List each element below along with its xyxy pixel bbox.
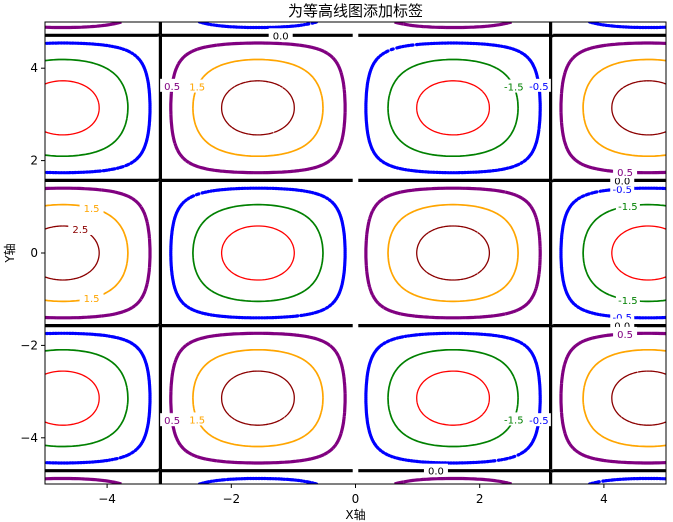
contour-label: -0.5	[529, 82, 549, 93]
contour-level-line	[45, 58, 666, 448]
contour-level-line	[45, 22, 666, 484]
contour-lines	[45, 22, 666, 484]
y-axis-label: Y轴	[2, 243, 17, 263]
contour-level-line	[45, 80, 666, 426]
contour-label: 0.0	[273, 31, 289, 42]
contour-label-bg	[79, 200, 104, 214]
contour-label: -0.5	[529, 416, 549, 427]
contour-label-bg	[501, 412, 526, 426]
x-tick-label: −2	[222, 492, 240, 506]
y-tick-label: −4	[20, 431, 38, 445]
y-tick-label: 2	[30, 154, 38, 168]
x-tick-label: 4	[600, 492, 608, 506]
contour-label: 0.5	[164, 416, 180, 427]
x-tick-label: 2	[476, 492, 484, 506]
contour-label: 0.5	[617, 168, 633, 179]
contour-label: -1.5	[504, 415, 524, 426]
x-axis-label: X轴	[345, 507, 365, 522]
contour-label-bg	[160, 413, 185, 427]
plot-frame	[44, 21, 667, 485]
contour-level-line	[45, 58, 666, 448]
contour-label-bg	[79, 291, 104, 305]
contour-label: -0.5	[612, 185, 632, 196]
contour-label-bg	[613, 326, 638, 340]
y-tick-label: 0	[30, 246, 38, 260]
contour-label-bg	[185, 79, 210, 93]
contour-label-bg	[501, 79, 526, 93]
contour-level-line	[45, 22, 666, 484]
contour-label-bg	[268, 28, 293, 42]
contour-label: -1.5	[618, 296, 638, 307]
contour-level-line	[45, 80, 666, 426]
y-tick-label: 4	[30, 61, 38, 75]
contour-label-bg	[160, 78, 185, 92]
y-tick-label: −2	[20, 338, 38, 352]
contour-labels: -1.5-1.5-1.5-1.5-0.5-0.5-0.5-0.50.00.00.…	[68, 28, 640, 478]
contour-label-bg	[185, 412, 210, 426]
x-tick-label: 0	[352, 492, 360, 506]
contour-label-bg	[613, 165, 638, 179]
contour-label-bg	[68, 221, 93, 235]
contour-label: 0.5	[617, 330, 633, 341]
contour-label: 0.5	[164, 82, 180, 93]
contour-label: 2.5	[72, 225, 88, 236]
contour-label: 0.0	[428, 467, 444, 478]
y-axis-ticks: −4 −2 0 2 4	[20, 61, 45, 445]
contour-label: 1.5	[84, 294, 100, 305]
contour-label-bg	[526, 413, 551, 427]
x-tick-label: −4	[98, 492, 116, 506]
contour-label-bg	[526, 78, 551, 92]
contour-label: 1.5	[189, 415, 205, 426]
contour-label: -1.5	[618, 202, 638, 213]
contour-level-line	[45, 22, 666, 484]
contour-label-bg	[423, 463, 448, 477]
contour-label: 1.5	[84, 204, 100, 215]
contour-label-bg	[615, 292, 640, 306]
contour-label: -1.5	[504, 83, 524, 94]
x-axis-ticks: −4 −2 0 2 4	[98, 484, 608, 506]
contour-label: 1.5	[189, 83, 205, 94]
contour-label-bg	[615, 199, 640, 213]
chart-title: 为等高线图添加标签	[288, 2, 423, 20]
contour-label: 0.0	[614, 176, 630, 187]
